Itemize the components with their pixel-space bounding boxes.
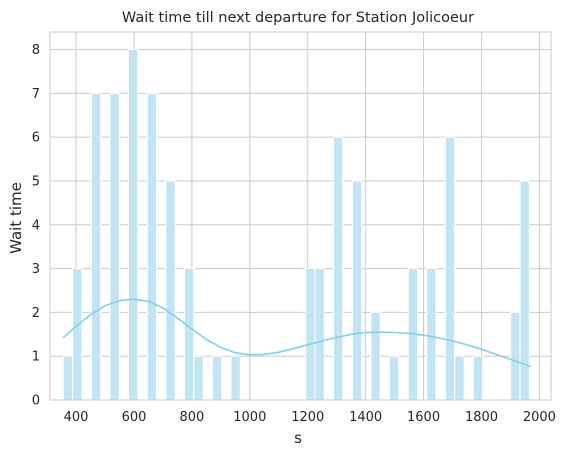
x-tick-label-2: 800 [179, 410, 204, 425]
histogram-bar-14 [351, 180, 363, 401]
y-tick-label-8: 8 [32, 43, 40, 58]
y-tick-label-7: 7 [32, 87, 40, 102]
histogram-bar-19 [444, 136, 456, 401]
histogram-bar-7 [183, 268, 195, 401]
histogram-bar-21 [472, 355, 484, 401]
histogram-bar-10 [230, 355, 241, 401]
y-tick-label-0: 0 [32, 394, 40, 409]
y-tick-labels: 0 1 2 3 4 5 6 7 8 [32, 43, 40, 408]
histogram-bar-13 [332, 136, 344, 401]
y-tick-label-3: 3 [32, 262, 40, 277]
kde-curve [62, 298, 531, 368]
chart-title: Wait time till next departure for Statio… [122, 10, 474, 26]
histogram-bar-22 [510, 311, 521, 401]
histogram-bar-2 [90, 92, 102, 401]
x-tick-label-6: 1600 [407, 410, 440, 425]
y-tick-label-1: 1 [32, 350, 40, 365]
histogram-bar-3 [109, 92, 120, 401]
histogram-bar-11 [305, 268, 316, 401]
histogram-bar-1 [72, 268, 83, 401]
histogram-bar-18 [426, 268, 437, 401]
x-tick-label-8: 2000 [523, 410, 556, 425]
y-axis-label: Wait time [7, 182, 25, 254]
histogram-bar-8 [193, 355, 204, 401]
x-axis-label: s [294, 429, 302, 447]
y-tick-label-6: 6 [32, 131, 40, 146]
y-tick-label-2: 2 [32, 306, 40, 321]
x-tick-label-1: 600 [122, 410, 147, 425]
x-tick-label-5: 1400 [349, 410, 382, 425]
x-tick-label-7: 1800 [465, 410, 498, 425]
histogram-bar-20 [454, 355, 465, 401]
x-tick-label-0: 400 [64, 410, 89, 425]
histogram-bar-6 [165, 180, 176, 401]
histogram-bar-23 [519, 180, 530, 401]
x-tick-label-4: 1200 [291, 410, 324, 425]
x-tick-label-3: 1000 [233, 410, 266, 425]
x-tick-labels: 400 600 800 1000 1200 1400 1600 1800 2000 [64, 410, 556, 425]
y-tick-label-4: 4 [32, 218, 40, 233]
histogram-bar-4 [127, 49, 139, 401]
histogram-bar-12 [314, 268, 325, 401]
histogram-bar-9 [211, 355, 223, 401]
plot-frame [49, 31, 552, 401]
y-tick-label-5: 5 [32, 174, 40, 189]
kde-curve-group [62, 298, 531, 368]
histogram-bar-16 [388, 355, 400, 401]
histogram-bar-15 [370, 311, 381, 401]
histogram-bar-0 [62, 355, 74, 401]
histogram-bar-5 [146, 92, 158, 401]
